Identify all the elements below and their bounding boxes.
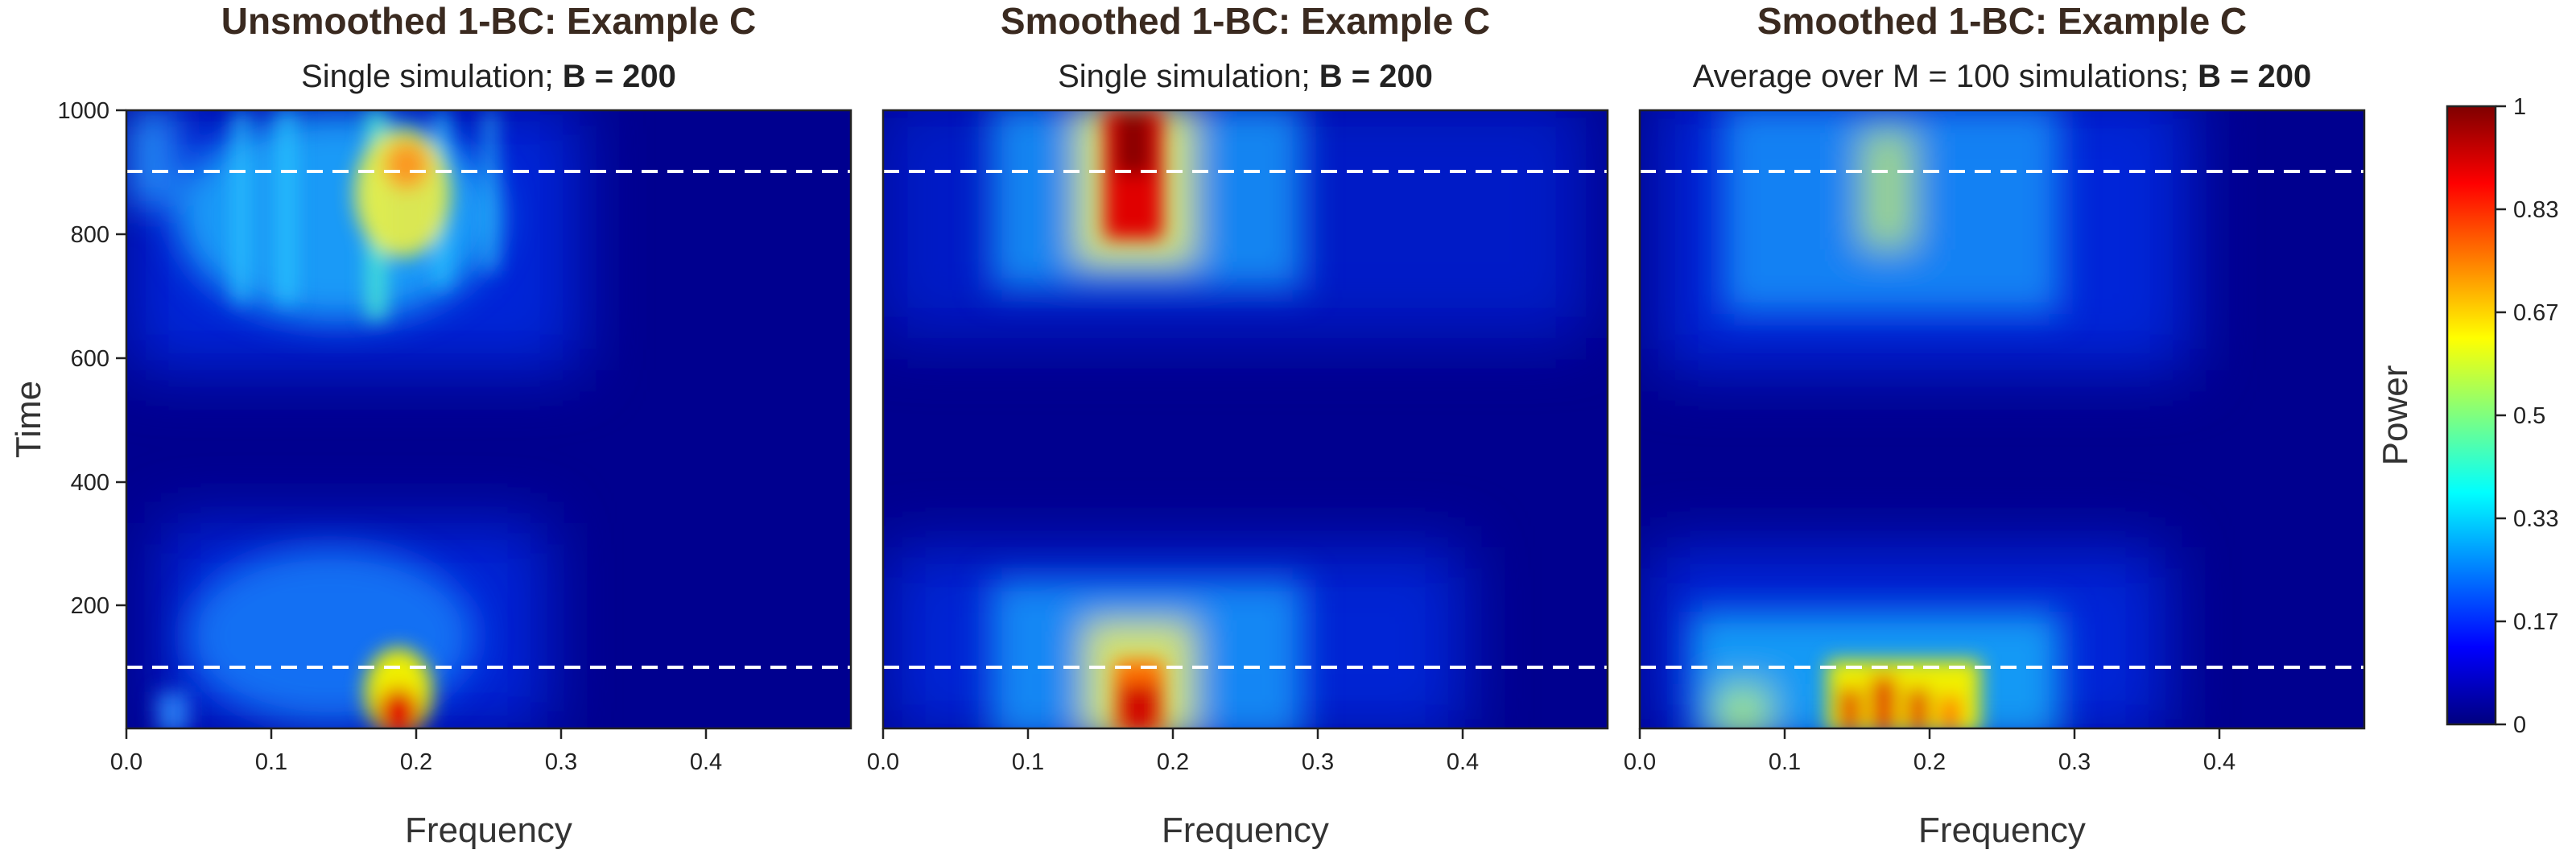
panel-1-ylabel: Time bbox=[9, 381, 48, 458]
panel-1-top-left-band bbox=[129, 110, 177, 207]
panel-2-xlabel: Frequency bbox=[1162, 811, 1329, 850]
colorbar-tick-3: 0.5 bbox=[2513, 403, 2545, 429]
panel-1-streak-b bbox=[278, 110, 295, 303]
panel-3: Smoothed 1-BC: Example C Average over M … bbox=[1624, 0, 2366, 850]
panel-1-xtick-0: 0.0 bbox=[110, 749, 142, 775]
colorbar: 0 0.17 0.33 0.5 0.67 0.83 1 Power bbox=[2376, 94, 2558, 738]
panel-3-bottom-red-c bbox=[1908, 688, 1929, 728]
panel-3-bottom-red-a bbox=[1839, 688, 1860, 728]
panel-1-subtitle-bold: B = 200 bbox=[563, 59, 676, 94]
panel-3-subtitle: Average over M = 100 simulations; B = 20… bbox=[1693, 59, 2312, 94]
panel-2-xtick-2: 0.2 bbox=[1157, 749, 1189, 775]
panel-3-xtick-0: 0.0 bbox=[1624, 749, 1656, 775]
panel-3-xtick-3: 0.3 bbox=[2058, 749, 2091, 775]
panel-1-ytick-200: 200 bbox=[71, 593, 109, 619]
panel-1-xlabel: Frequency bbox=[405, 811, 572, 850]
colorbar-ticks: 0 0.17 0.33 0.5 0.67 0.83 1 bbox=[2496, 94, 2558, 738]
panel-2-xtick-0: 0.0 bbox=[867, 749, 899, 775]
panel-1-heatmap bbox=[126, 110, 851, 728]
panel-3-xtick-1: 0.1 bbox=[1769, 749, 1801, 775]
panel-2-title: Smoothed 1-BC: Example C bbox=[1001, 0, 1490, 42]
colorbar-label: Power bbox=[2376, 365, 2415, 466]
panel-2-xtick-1: 0.1 bbox=[1012, 749, 1044, 775]
panel-1-streak-a bbox=[233, 110, 248, 303]
panel-1-title: Unsmoothed 1-BC: Example C bbox=[221, 0, 757, 42]
colorbar-tick-5: 0.83 bbox=[2513, 197, 2558, 223]
panel-1-bottom-red bbox=[378, 688, 419, 728]
panel-3-subtitle-plain: Average over M = 100 simulations; bbox=[1693, 59, 2198, 94]
panel-2: Smoothed 1-BC: Example C Single simulati… bbox=[867, 0, 1609, 850]
panel-3-bottom-left-yellow bbox=[1715, 684, 1771, 728]
colorbar-tick-6: 1 bbox=[2513, 94, 2526, 120]
colorbar-tick-0: 0 bbox=[2513, 712, 2526, 738]
panel-2-xticks: 0.0 0.1 0.2 0.3 0.4 bbox=[867, 728, 1479, 775]
panel-2-xtick-3: 0.3 bbox=[1302, 749, 1334, 775]
panel-2-top-darkred bbox=[1115, 110, 1152, 175]
panel-2-bottom-red bbox=[1119, 684, 1159, 728]
panel-3-bottom-red-d bbox=[1942, 696, 1959, 728]
panel-3-xtick-2: 0.2 bbox=[1913, 749, 1946, 775]
panel-1-xtick-4: 0.4 bbox=[690, 749, 722, 775]
panel-3-subtitle-bold: B = 200 bbox=[2198, 59, 2311, 94]
panel-1-ytick-800: 800 bbox=[71, 222, 109, 248]
panel-1-top-orange bbox=[384, 141, 429, 189]
panel-1-xtick-1: 0.1 bbox=[255, 749, 287, 775]
panel-3-top-yellow bbox=[1860, 129, 1916, 250]
panel-2-heatmap bbox=[883, 110, 1608, 728]
panel-1: Unsmoothed 1-BC: Example C Single simula… bbox=[9, 0, 852, 850]
panel-1-xtick-3: 0.3 bbox=[545, 749, 577, 775]
panel-2-subtitle-plain: Single simulation; bbox=[1058, 59, 1319, 94]
panel-1-ytick-600: 600 bbox=[71, 346, 109, 372]
panel-3-heatmap bbox=[1640, 110, 2364, 728]
panel-1-subtitle: Single simulation; B = 200 bbox=[301, 59, 676, 94]
panel-2-frame bbox=[881, 109, 1609, 730]
panel-1-yticks: 200 400 600 800 1000 bbox=[57, 98, 126, 619]
colorbar-tick-2: 0.33 bbox=[2513, 506, 2558, 532]
panel-1-frame bbox=[125, 109, 852, 730]
panel-1-subtitle-plain: Single simulation; bbox=[301, 59, 563, 94]
colorbar-tick-4: 0.67 bbox=[2513, 300, 2558, 326]
panel-3-frame bbox=[1638, 109, 2366, 730]
panel-3-bottom-red-b bbox=[1872, 676, 1896, 728]
panel-3-title: Smoothed 1-BC: Example C bbox=[1757, 0, 2247, 42]
panel-1-streak-e bbox=[483, 110, 497, 271]
panel-3-xtick-4: 0.4 bbox=[2203, 749, 2235, 775]
panel-1-ytick-1000: 1000 bbox=[57, 98, 109, 124]
panel-2-subtitle: Single simulation; B = 200 bbox=[1058, 59, 1433, 94]
panel-1-top-cyan bbox=[177, 113, 499, 322]
panel-2-xtick-4: 0.4 bbox=[1447, 749, 1479, 775]
panel-3-xticks: 0.0 0.1 0.2 0.3 0.4 bbox=[1624, 728, 2235, 775]
panel-1-bottom-left-band bbox=[157, 692, 189, 728]
colorbar-gradient bbox=[2446, 105, 2497, 726]
colorbar-tick-1: 0.17 bbox=[2513, 609, 2558, 635]
panel-1-ytick-400: 400 bbox=[71, 470, 109, 496]
panel-2-subtitle-bold: B = 200 bbox=[1319, 59, 1433, 94]
panel-1-xtick-2: 0.2 bbox=[400, 749, 432, 775]
panel-1-xticks: 0.0 0.1 0.2 0.3 0.4 bbox=[110, 728, 722, 775]
panel-3-xlabel: Frequency bbox=[1918, 811, 2086, 850]
